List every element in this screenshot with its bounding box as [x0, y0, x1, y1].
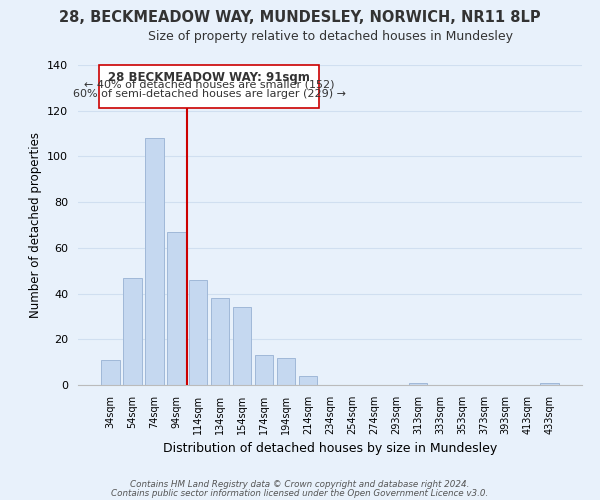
- Bar: [123, 278, 142, 385]
- Bar: [255, 356, 274, 385]
- Bar: [277, 358, 295, 385]
- Y-axis label: Number of detached properties: Number of detached properties: [29, 132, 41, 318]
- FancyBboxPatch shape: [99, 65, 319, 108]
- Bar: [299, 376, 317, 385]
- Bar: [189, 280, 208, 385]
- Bar: [541, 382, 559, 385]
- Bar: [233, 308, 251, 385]
- Text: 60% of semi-detached houses are larger (229) →: 60% of semi-detached houses are larger (…: [73, 89, 346, 99]
- Text: ← 40% of detached houses are smaller (152): ← 40% of detached houses are smaller (15…: [84, 80, 334, 90]
- Text: Contains HM Land Registry data © Crown copyright and database right 2024.: Contains HM Land Registry data © Crown c…: [130, 480, 470, 489]
- Bar: [409, 382, 427, 385]
- Text: 28 BECKMEADOW WAY: 91sqm: 28 BECKMEADOW WAY: 91sqm: [108, 70, 310, 84]
- Text: Contains public sector information licensed under the Open Government Licence v3: Contains public sector information licen…: [112, 490, 488, 498]
- X-axis label: Distribution of detached houses by size in Mundesley: Distribution of detached houses by size …: [163, 442, 497, 456]
- Bar: [167, 232, 185, 385]
- Title: Size of property relative to detached houses in Mundesley: Size of property relative to detached ho…: [148, 30, 512, 43]
- Text: 28, BECKMEADOW WAY, MUNDESLEY, NORWICH, NR11 8LP: 28, BECKMEADOW WAY, MUNDESLEY, NORWICH, …: [59, 10, 541, 25]
- Bar: [101, 360, 119, 385]
- Bar: [211, 298, 229, 385]
- Bar: [145, 138, 164, 385]
